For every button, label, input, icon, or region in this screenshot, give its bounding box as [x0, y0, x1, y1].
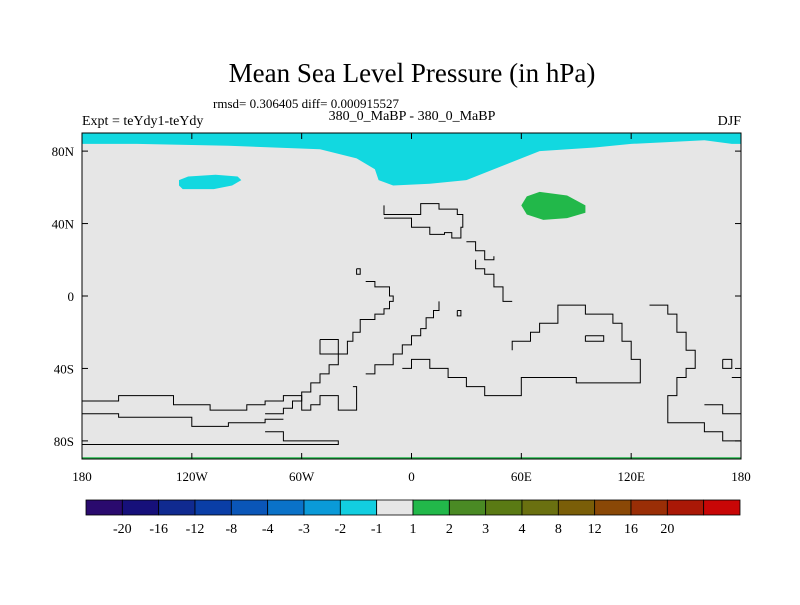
colorbar: -20 -16 -12 -8 -4 -3 -2 -1 1 2 3 4 8 12 16 20: [85, 499, 741, 537]
colorbar-label: -16: [149, 522, 168, 537]
colorbar-label: -8: [225, 522, 237, 537]
colorbar-label: -3: [298, 522, 310, 537]
contour-tiny-square-2: [456, 310, 462, 317]
colorbar-swatch: [594, 499, 632, 516]
y-tick-label: 40S: [54, 361, 74, 376]
colorbar-swatch: [339, 499, 378, 516]
colorbar-swatch: [267, 499, 305, 516]
colorbar-swatch: [521, 499, 559, 516]
colorbar-swatch: [85, 499, 123, 516]
colorbar-swatch: [703, 499, 741, 516]
chart-subtitle: rmsd= 0.306405 diff= 0.000915527: [213, 96, 399, 111]
colorbar-label: 20: [660, 522, 674, 537]
x-tick-label: 120E: [617, 469, 645, 484]
colorbar-swatch: [230, 499, 269, 516]
colorbar-label: -1: [371, 522, 383, 537]
colorbar-label: 4: [519, 522, 526, 537]
contour-south-east-loop: [584, 335, 605, 342]
contour-north-africa-outline: [383, 203, 464, 239]
contour-east-inner-outline: [704, 404, 741, 415]
colorbar-swatch: [158, 499, 196, 516]
contour-tiny-square: [356, 268, 361, 275]
colorbar-label: 16: [624, 522, 638, 537]
colorbar-swatch: [303, 499, 341, 516]
colorbar-swatch: [557, 499, 596, 516]
colorbar-label: -2: [334, 522, 346, 537]
contour-small-nw-outline: [319, 339, 339, 355]
colorbar-swatch: [448, 499, 487, 516]
shaded-region-cyan-patch-north-pacific: [179, 174, 242, 190]
colorbar-swatch: [630, 499, 668, 516]
contour-far-east-small-outline: [722, 358, 733, 369]
contour-ne-africa-outline: [475, 259, 513, 302]
colorbar-label: -12: [186, 522, 205, 537]
colorbar-swatch: [194, 499, 232, 516]
colorbar-label: 12: [588, 522, 602, 537]
x-axis-ticks: 180 120W 60W 0 60E 120E 180: [72, 133, 751, 484]
period-compare-label: 380_0_MaBP - 380_0_MaBP: [329, 109, 496, 124]
x-tick-label: 180: [731, 469, 751, 484]
shaded-region-arctic-cyan-band: [82, 133, 741, 186]
contour-lines-layer: [82, 203, 741, 445]
shaded-region-green-patch-central-asia: [521, 191, 586, 220]
colorbar-label: 8: [555, 522, 562, 537]
contour-south-africa-outline: [365, 301, 440, 375]
y-tick-label: 80S: [54, 434, 74, 449]
x-tick-label: 180: [72, 469, 92, 484]
contour-east-outline: [649, 304, 741, 442]
colorbar-swatch: [485, 499, 523, 516]
y-axis-ticks: 80N 40N 0 40S 80S: [52, 144, 741, 449]
contour-mid-south-outline: [82, 413, 284, 427]
x-tick-label: 60W: [289, 469, 315, 484]
contour-small-central-outline: [466, 241, 495, 261]
colorbar-label: -4: [262, 522, 274, 537]
x-tick-label: 120W: [176, 469, 209, 484]
colorbar-label: 3: [482, 522, 489, 537]
x-tick-label: 60E: [511, 469, 532, 484]
season-label: DJF: [718, 114, 742, 129]
chart-title: Mean Sea Level Pressure (in hPa): [229, 58, 596, 88]
colorbar-swatch: [666, 499, 705, 516]
y-tick-label: 80N: [52, 144, 75, 159]
contour-ant-inner-outline: [82, 431, 339, 445]
colorbar-label: 2: [446, 522, 453, 537]
colorbar-swatch: [412, 499, 450, 516]
contour-central-south-outline: [402, 304, 641, 397]
experiment-label: Expt = teYdy1-teYdy: [82, 114, 203, 129]
y-tick-label: 0: [68, 289, 75, 304]
colorbar-label: -20: [113, 522, 132, 537]
y-tick-label: 40N: [52, 217, 75, 232]
colorbar-swatch: [121, 499, 160, 516]
colorbar-swatch: [376, 499, 414, 516]
x-tick-label: 0: [408, 469, 415, 484]
colorbar-label: 1: [410, 522, 417, 537]
contour-west-antarctic-outline: [82, 386, 358, 411]
